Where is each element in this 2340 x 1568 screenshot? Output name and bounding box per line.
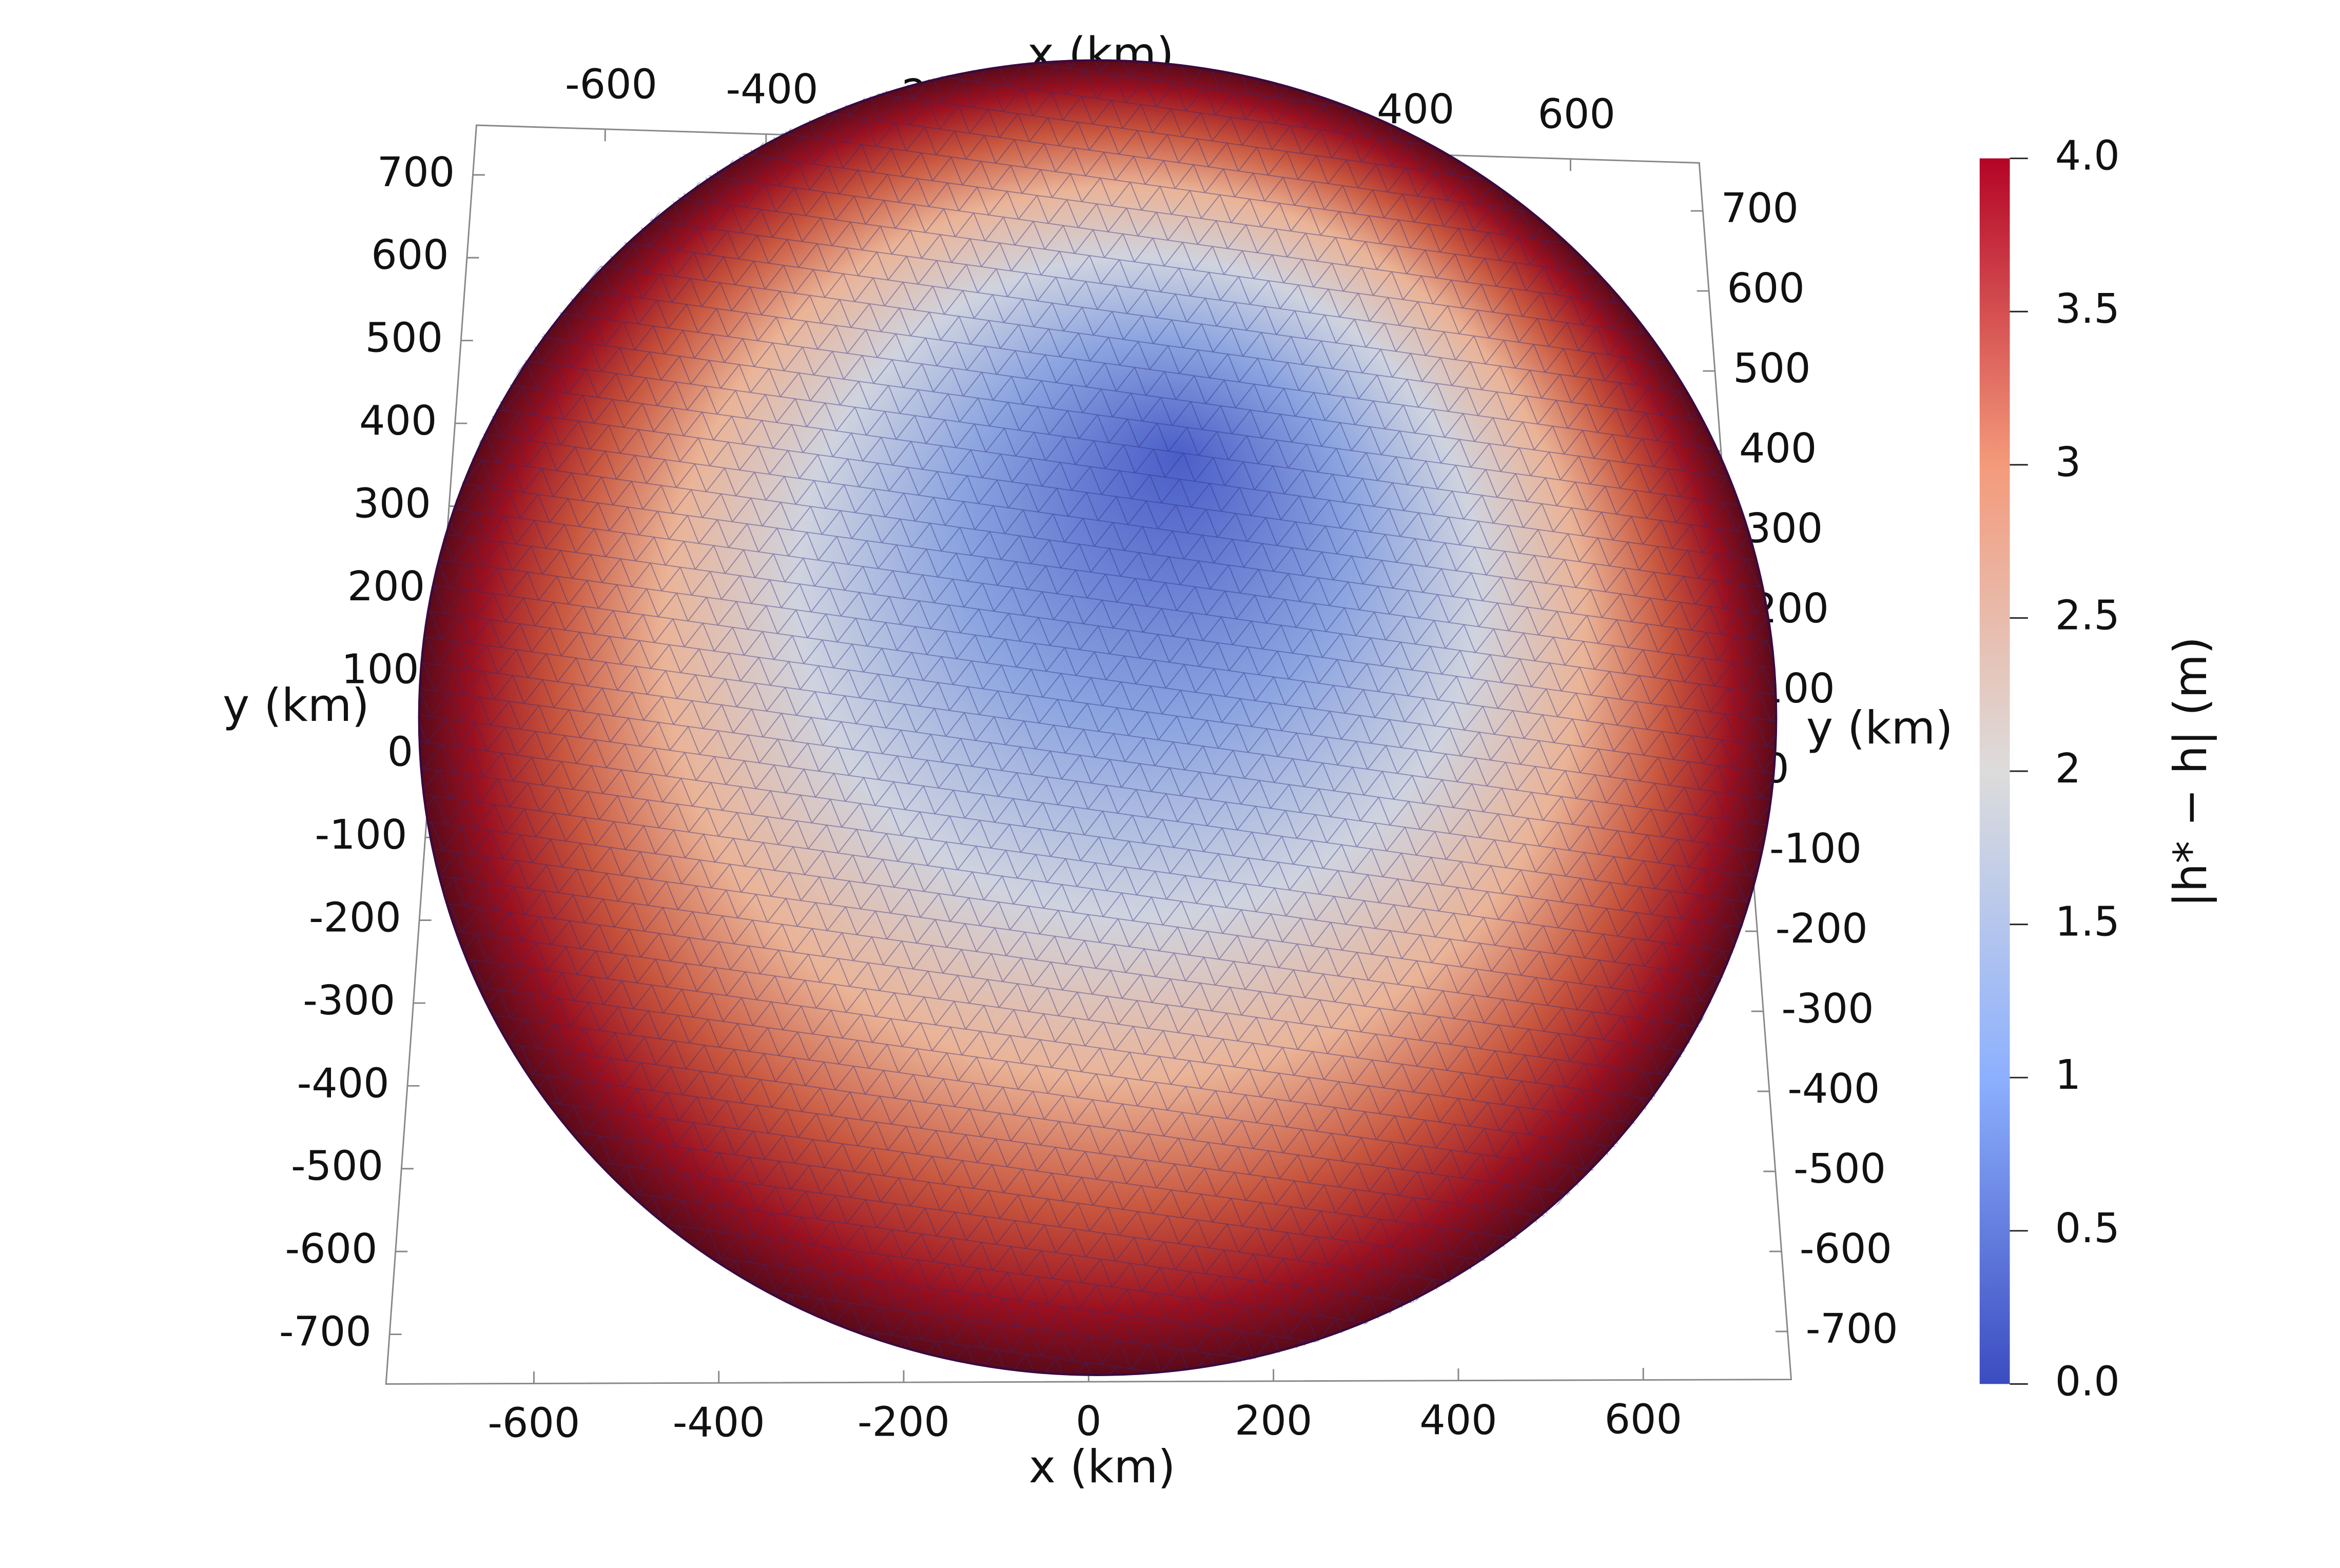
y-axis-title: y (km) — [223, 679, 369, 732]
x-tick-label-top: -600 — [565, 60, 657, 108]
colorbar-tick-label: 3 — [2055, 438, 2081, 486]
y-tick-label-right: 300 — [1745, 504, 1823, 552]
y-tick-label: 300 — [353, 479, 431, 527]
y-axis-title-right: y (km) — [1806, 701, 1953, 754]
sphere — [334, 0, 1861, 1463]
y-tick-label-right: -400 — [1787, 1065, 1880, 1112]
x-tick-label: 600 — [1605, 1396, 1682, 1443]
y-tick-label-right: 500 — [1733, 344, 1810, 392]
x-tick-label: 400 — [1419, 1396, 1497, 1444]
colorbar-scale — [1979, 158, 2010, 1384]
colorbar-tick-label: 3.5 — [2055, 285, 2120, 332]
colorbar-tick-label: 2.5 — [2055, 591, 2120, 639]
colorbar-title: |h* − h| (m) — [2164, 637, 2217, 908]
y-tick-label-right: -500 — [1793, 1145, 1886, 1192]
colorbar: 0.0 0.5 1 1.5 2 2.5 3 3.5 4.0 — [1979, 132, 2120, 1405]
y-tick-label: 600 — [371, 231, 449, 279]
y-tick-label: 500 — [365, 314, 443, 362]
y-tick-label: -300 — [303, 976, 395, 1024]
y-tick-label: -500 — [291, 1142, 383, 1190]
sphere-edge — [418, 59, 1778, 1376]
x-tick-label: -600 — [488, 1399, 580, 1447]
y-tick-label: 0 — [387, 728, 413, 776]
x-tick-label: -400 — [673, 1399, 765, 1446]
colorbar-tick-label: 1.5 — [2055, 898, 2120, 946]
x-tick-label: 200 — [1235, 1397, 1312, 1444]
y-tick-label: -700 — [279, 1308, 372, 1356]
y-tick-label: 400 — [359, 397, 437, 444]
y-tick-label-right: 700 — [1721, 184, 1799, 232]
x-tick-label: -200 — [857, 1398, 950, 1445]
mesh — [334, 0, 1861, 1463]
y-tick-label-right: -300 — [1782, 985, 1874, 1032]
y-tick-label: -400 — [297, 1059, 389, 1107]
y-tick-label-right: -200 — [1776, 905, 1868, 952]
colorbar-tick-label: 0.5 — [2055, 1204, 2120, 1252]
x-axis-title: x (km) — [1029, 1440, 1176, 1493]
y-tick-label-right: 600 — [1727, 264, 1804, 312]
y-tick-label-right: -600 — [1800, 1225, 1892, 1272]
x-tick-label-top: 600 — [1538, 90, 1615, 138]
y-tick-label: -600 — [285, 1225, 377, 1272]
colorbar-tick-label: 4.0 — [2055, 132, 2120, 180]
y-tick-label: 100 — [341, 645, 419, 693]
y-tick-label-right: 400 — [1739, 424, 1817, 472]
y-tick-label: -100 — [315, 811, 407, 858]
y-tick-label: -200 — [309, 893, 401, 941]
colorbar-tick-label: 0.0 — [2055, 1357, 2120, 1405]
x-tick-label: 0 — [1076, 1397, 1101, 1445]
y-tick-label: 200 — [347, 562, 425, 610]
x-tick-label-top: -400 — [726, 65, 818, 113]
y-tick-label-right: -100 — [1769, 825, 1862, 872]
colorbar-tick-label: 2 — [2055, 744, 2081, 792]
y-tick-label: 700 — [377, 148, 455, 196]
y-tick-label-right: -700 — [1806, 1305, 1898, 1353]
colorbar-tick-label: 1 — [2055, 1051, 2081, 1099]
